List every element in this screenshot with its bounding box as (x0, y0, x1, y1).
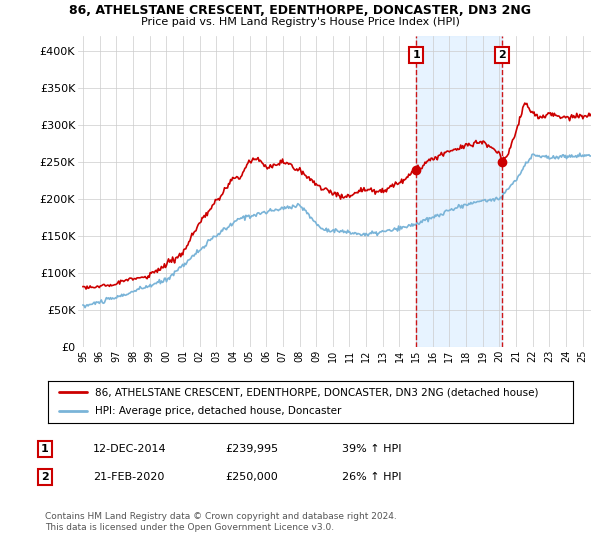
Text: 12-DEC-2014: 12-DEC-2014 (93, 444, 167, 454)
Text: 86, ATHELSTANE CRESCENT, EDENTHORPE, DONCASTER, DN3 2NG: 86, ATHELSTANE CRESCENT, EDENTHORPE, DON… (69, 4, 531, 17)
Text: Price paid vs. HM Land Registry's House Price Index (HPI): Price paid vs. HM Land Registry's House … (140, 17, 460, 27)
Text: HPI: Average price, detached house, Doncaster: HPI: Average price, detached house, Donc… (95, 407, 341, 417)
Text: 2: 2 (41, 472, 49, 482)
Text: £250,000: £250,000 (225, 472, 278, 482)
Text: 1: 1 (412, 50, 420, 60)
Text: £239,995: £239,995 (225, 444, 278, 454)
Text: 2: 2 (498, 50, 506, 60)
Text: 21-FEB-2020: 21-FEB-2020 (93, 472, 164, 482)
Text: 86, ATHELSTANE CRESCENT, EDENTHORPE, DONCASTER, DN3 2NG (detached house): 86, ATHELSTANE CRESCENT, EDENTHORPE, DON… (95, 387, 539, 397)
Bar (416, 36, 502, 347)
Text: 1: 1 (41, 444, 49, 454)
Text: Contains HM Land Registry data © Crown copyright and database right 2024.
This d: Contains HM Land Registry data © Crown c… (45, 512, 397, 532)
Text: 26% ↑ HPI: 26% ↑ HPI (342, 472, 401, 482)
Text: 39% ↑ HPI: 39% ↑ HPI (342, 444, 401, 454)
